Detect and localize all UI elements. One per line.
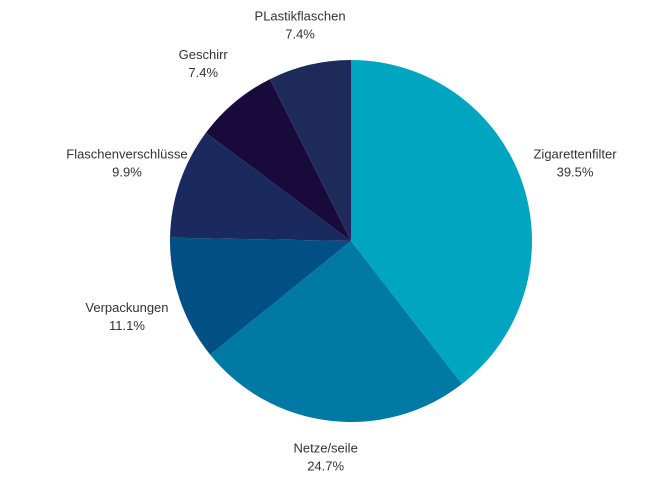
pie-slice: [170, 132, 351, 241]
slice-label: Verpackungen: [85, 300, 168, 315]
slice-label: Zigarettenfilter: [533, 147, 617, 162]
slice-label: Geschirr: [179, 47, 229, 62]
pie-slice: [210, 241, 462, 423]
slice-value-label: 9.9%: [112, 165, 142, 180]
slice-label: Flaschenverschlüsse: [66, 147, 187, 162]
slice-value-label: 7.4%: [285, 26, 315, 41]
slice-value-label: 24.7%: [307, 459, 344, 474]
slice-value-label: 39.5%: [557, 165, 594, 180]
pie-slice: [205, 79, 351, 242]
slice-label: PLastikflaschen: [255, 8, 346, 23]
pie-slice: [170, 237, 351, 355]
slice-label: Netze/seile: [293, 441, 357, 456]
slice-value-label: 7.4%: [188, 65, 218, 80]
pie-slice: [351, 60, 533, 385]
slice-value-label: 11.1%: [109, 318, 145, 333]
pie-slice: [269, 60, 351, 241]
